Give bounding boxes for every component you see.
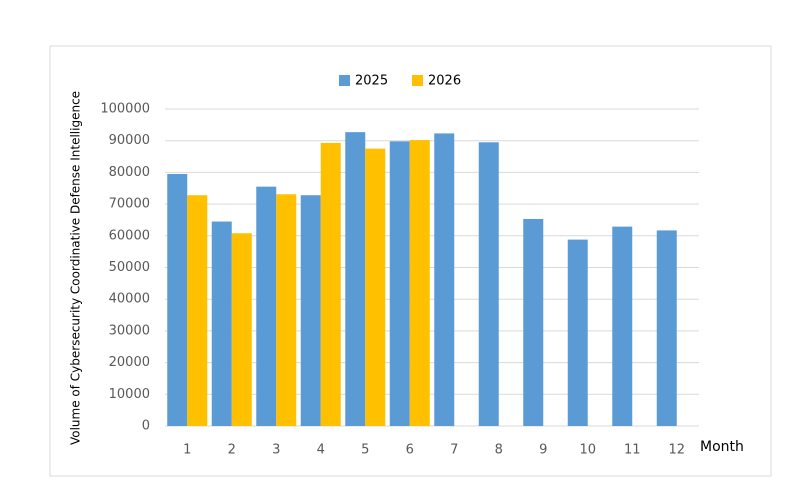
bar [567,239,588,426]
y-tick-label: 90000 [109,133,150,148]
x-tick-label: 6 [406,443,414,458]
x-axis-label: Month [700,439,744,455]
bar [389,141,410,427]
x-tick-label: 4 [317,443,325,458]
x-tick-label: 3 [272,443,280,458]
y-tick-label: 80000 [109,165,150,180]
x-tick-label: 12 [668,443,685,458]
bar [231,233,252,426]
bar [365,148,386,426]
bar [167,173,188,426]
x-tick-label: 9 [539,443,547,458]
y-tick-label: 60000 [109,228,150,243]
y-tick-label: 30000 [109,323,150,338]
x-tick-label: 1 [183,443,191,458]
x-tick-label: 10 [579,443,596,458]
x-tick-label: 2 [228,443,236,458]
bar [612,226,633,426]
legend-swatch [339,75,350,86]
bar [434,133,455,426]
legend-swatch [412,75,423,86]
y-tick-label: 70000 [109,197,150,212]
y-tick-label: 40000 [109,292,150,307]
y-tick-label: 100000 [100,102,150,117]
x-tick-label: 7 [450,443,458,458]
bar [523,218,544,426]
bar [211,221,232,426]
x-tick-label: 8 [495,443,503,458]
legend-label: 2025 [355,74,388,89]
x-tick-label: 11 [624,443,641,458]
y-tick-label: 50000 [109,260,150,275]
bar [256,186,277,426]
x-tick-label: 5 [361,443,369,458]
bar [276,194,297,426]
bar [478,142,499,426]
y-axis-label: Volume of Cybersecurity Coordinative Def… [69,91,83,445]
y-tick-label: 10000 [109,387,150,402]
y-tick-label: 0 [142,419,150,434]
legend-label: 2026 [428,74,461,89]
bar [187,195,208,426]
bar [656,230,677,426]
y-tick-label: 20000 [109,355,150,370]
bar [345,132,366,427]
bar [300,195,321,426]
bar [409,140,430,427]
bar [320,142,341,426]
